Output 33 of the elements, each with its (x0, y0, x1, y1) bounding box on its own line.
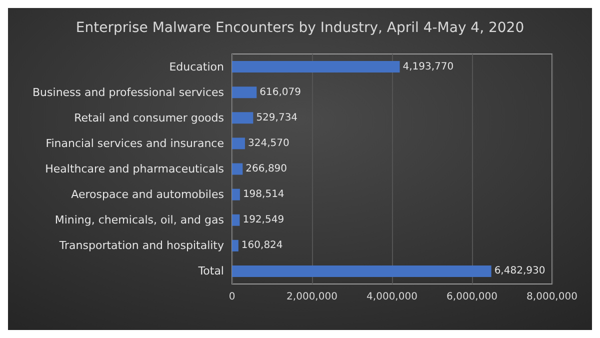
x-tick-label: 8,000,000 (526, 292, 578, 302)
bar (232, 214, 240, 226)
y-tick-label: Mining, chemicals, oil, and gas (54, 214, 224, 227)
bar (232, 86, 257, 98)
chart-title: Enterprise Malware Encounters by Industry, April 4-May 4, 2020 (76, 20, 524, 36)
data-label: 266,890 (246, 164, 288, 174)
x-tick-label: 6,000,000 (446, 292, 498, 302)
data-label: 4,193,770 (402, 61, 454, 72)
bar (232, 61, 400, 73)
data-label: 192,549 (242, 214, 284, 226)
bar (232, 265, 492, 277)
y-tick-label: Aerospace and automobiles (71, 188, 224, 202)
bar (232, 138, 245, 150)
data-label: 198,514 (242, 189, 284, 200)
data-label: 324,570 (248, 138, 290, 149)
data-label: 160,824 (241, 240, 283, 252)
y-tick-label: Retail and consumer goods (74, 111, 224, 124)
bar (232, 163, 243, 175)
x-tick-label: 0 (228, 292, 236, 302)
bar (232, 240, 238, 252)
y-tick-label: Total (197, 264, 224, 278)
y-tick-label: Transportation and hospitality (58, 239, 224, 252)
data-label: 6,482,930 (494, 266, 546, 277)
y-tick-label: Healthcare and pharmaceuticals (45, 162, 224, 176)
y-tick-label: Financial services and insurance (46, 136, 224, 150)
x-tick-label: 4,000,000 (366, 292, 418, 302)
y-tick-label: Business and professional services (32, 86, 224, 99)
data-label: 616,079 (260, 86, 302, 98)
data-label: 529,734 (256, 112, 298, 124)
y-tick-label: Education (169, 60, 224, 74)
x-tick-label: 2,000,000 (286, 292, 338, 302)
bar (232, 112, 254, 124)
bar (232, 188, 240, 200)
